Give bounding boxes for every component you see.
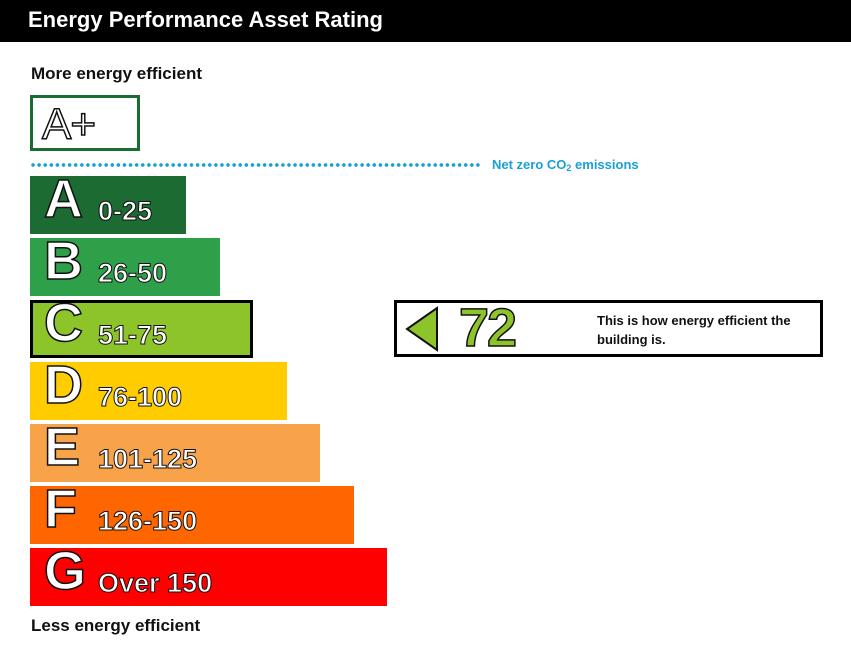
band-f: F 126-150 <box>30 486 354 544</box>
band-f-range: 126-150 <box>97 506 198 536</box>
current-rating-score: 72 <box>458 298 518 358</box>
band-e-letter: E <box>43 424 81 477</box>
band-b-letter: B <box>43 238 84 291</box>
band-d-letter: D <box>43 362 84 415</box>
net-zero-text-subscript: 2 <box>566 163 572 173</box>
pointer-arrow-icon <box>405 306 438 352</box>
net-zero-dotted-line <box>30 163 482 167</box>
less-efficient-label: Less energy efficient <box>31 616 201 635</box>
band-c: C 51-75 <box>30 300 253 358</box>
band-d-range: 76-100 <box>97 382 183 412</box>
current-rating-indicator: 72 This is how energy efficient the buil… <box>394 300 823 357</box>
band-a-letter: A <box>43 176 84 229</box>
net-zero-label: Net zero CO2 emissions <box>492 157 639 173</box>
band-a-plus-letter: A+ <box>41 99 97 150</box>
more-efficient-label: More energy efficient <box>31 64 202 83</box>
band-e: E 101-125 <box>30 424 320 482</box>
band-a-plus: A+ <box>30 95 140 151</box>
band-a-range: 0-25 <box>97 196 153 226</box>
band-c-range: 51-75 <box>97 320 168 350</box>
band-d: D 76-100 <box>30 362 287 420</box>
page-title: Energy Performance Asset Rating <box>28 7 383 32</box>
band-b: B 26-50 <box>30 238 220 296</box>
band-f-letter: F <box>43 486 78 539</box>
title-bar: Energy Performance Asset Rating <box>0 0 851 42</box>
current-rating-description: This is how energy efficient the buildin… <box>597 313 791 347</box>
band-b-range: 26-50 <box>97 258 168 288</box>
net-zero-text-prefix: Net zero CO <box>492 157 567 172</box>
band-c-letter: C <box>43 300 84 353</box>
band-g-range: Over 150 <box>97 568 213 598</box>
band-g-letter: G <box>43 548 87 601</box>
net-zero-text-suffix: emissions <box>571 157 639 172</box>
band-g: G Over 150 <box>30 548 387 606</box>
band-a: A 0-25 <box>30 176 186 234</box>
band-e-range: 101-125 <box>97 444 198 474</box>
